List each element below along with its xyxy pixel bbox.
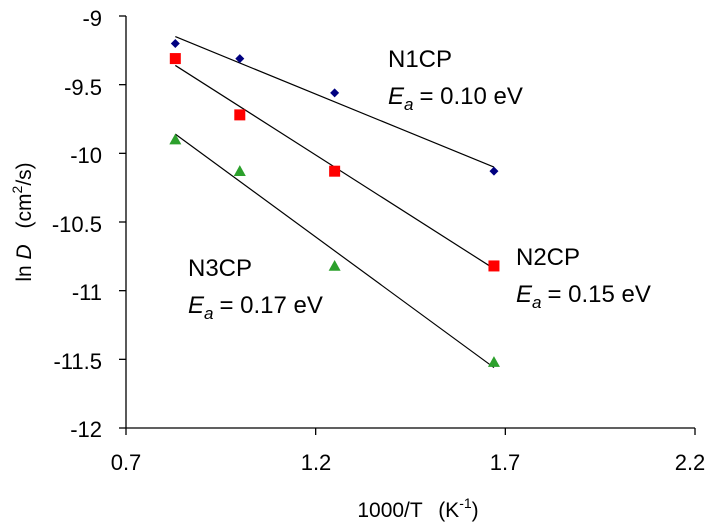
y-tick-label: -10 xyxy=(70,143,102,168)
ea-label-n1cp: Ea = 0.10 eV xyxy=(388,83,523,114)
ea-symbol: E xyxy=(188,292,205,319)
point-n2cp xyxy=(488,260,500,272)
ea-sub: a xyxy=(204,304,213,323)
ea-sub: a xyxy=(404,95,413,114)
series-name-n2cp: N2CP xyxy=(516,244,580,271)
axes xyxy=(125,16,695,429)
ea-value: = 0.10 eV xyxy=(419,83,522,110)
point-n1cp xyxy=(170,38,180,48)
y-tick-label: -12 xyxy=(70,417,102,442)
y-tick-labels: -9 -9.5 -10 -10.5 -11 -11.5 -12 xyxy=(52,6,102,442)
y-axis-title-var: D xyxy=(13,244,36,259)
ea-value: = 0.15 eV xyxy=(547,281,650,308)
fit-line-n3cp xyxy=(174,133,495,369)
y-tick-label: -11 xyxy=(72,280,102,305)
y-axis-title-unit: (cm xyxy=(13,193,36,228)
y-tick-label: -9.5 xyxy=(64,75,102,100)
series-name-n3cp: N3CP xyxy=(188,255,252,282)
y-axis-title-close: /s) xyxy=(13,162,36,185)
y-axis-title-prefix: ln xyxy=(13,259,36,281)
annotation-n3cp: N3CP Ea = 0.17 eV xyxy=(188,255,323,323)
point-n3cp xyxy=(233,165,246,176)
x-ticks xyxy=(125,428,696,435)
x-tick-label: 0.7 xyxy=(111,450,142,475)
annotation-n1cp: N1CP Ea = 0.10 eV xyxy=(388,46,523,114)
x-axis-title: 1000/T (K-1) xyxy=(357,495,478,522)
annotation-n2cp: N2CP Ea = 0.15 eV xyxy=(516,244,651,312)
y-axis-title-sup: 2 xyxy=(9,185,25,193)
point-n1cp xyxy=(330,88,340,98)
y-tick-label: -11.5 xyxy=(53,349,102,374)
markers xyxy=(169,38,500,367)
point-n3cp xyxy=(169,133,182,145)
y-tick-label: -10.5 xyxy=(52,212,102,237)
point-n2cp xyxy=(169,53,181,65)
x-tick-labels: 0.7 1.2 1.7 2.2 xyxy=(111,450,706,475)
ea-value: = 0.17 eV xyxy=(219,292,322,319)
point-n3cp xyxy=(328,259,341,271)
x-axis-title-sup: -1 xyxy=(459,495,472,511)
x-tick-label: 2.2 xyxy=(675,450,706,475)
point-n3cp xyxy=(487,356,500,367)
x-axis-title-main: 1000/T xyxy=(357,499,423,522)
fit-line-n1cp xyxy=(175,36,495,168)
ea-symbol: E xyxy=(516,281,533,308)
ea-sub: a xyxy=(532,293,541,312)
x-axis-title-close: ) xyxy=(472,499,479,522)
point-n2cp xyxy=(329,165,341,177)
y-ticks xyxy=(119,15,126,429)
ea-label-n3cp: Ea = 0.17 eV xyxy=(188,292,323,323)
point-n1cp xyxy=(489,166,499,176)
x-tick-label: 1.2 xyxy=(301,450,332,475)
x-axis-title-unit: (K xyxy=(438,499,459,522)
y-axis-title: ln D (cm2/s) xyxy=(9,162,36,281)
ea-label-n2cp: Ea = 0.15 eV xyxy=(516,281,651,312)
ea-symbol: E xyxy=(388,83,405,110)
series-name-n1cp: N1CP xyxy=(388,46,452,73)
point-n2cp xyxy=(234,109,246,121)
x-tick-label: 1.7 xyxy=(490,450,521,475)
y-tick-label: -9 xyxy=(82,6,102,31)
point-n1cp xyxy=(235,54,245,64)
